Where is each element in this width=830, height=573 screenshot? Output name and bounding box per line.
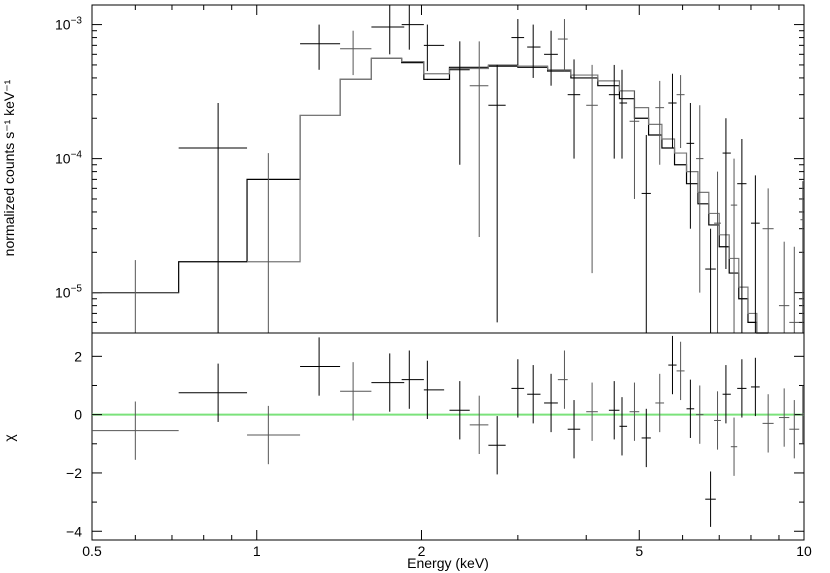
- data-point: [488, 64, 506, 323]
- residual-point: [469, 395, 489, 454]
- data-point: [750, 175, 760, 333]
- data-point: [92, 260, 179, 333]
- y-tick-label: 2: [74, 348, 82, 364]
- data-point: [544, 30, 558, 86]
- y-tick-label: 10−5: [55, 284, 82, 301]
- residual-point: [92, 401, 179, 460]
- data-point: [619, 69, 628, 159]
- y-tick-label: 10−4: [55, 150, 82, 167]
- x-axis-label: Energy (keV): [407, 555, 489, 571]
- residual-point: [789, 400, 800, 459]
- spectrum-frame: [91, 4, 805, 334]
- data-point: [586, 64, 598, 274]
- residual-point: [247, 405, 301, 465]
- data-point: [655, 80, 665, 165]
- data-point: [789, 246, 800, 333]
- residual-point: [641, 408, 651, 468]
- data-point: [668, 73, 677, 149]
- residual-point: [655, 373, 665, 433]
- residual-point: [449, 381, 470, 440]
- data-point: [178, 102, 248, 333]
- data-point: [300, 24, 341, 70]
- x-tick-label: 1: [253, 543, 261, 559]
- model-curve-2: [247, 57, 769, 334]
- residual-point: [629, 382, 640, 441]
- data-point: [696, 105, 704, 293]
- residual-point: [544, 373, 558, 433]
- data-point: [511, 19, 525, 65]
- x-tick-label: 2: [418, 543, 426, 559]
- data-point: [469, 41, 489, 238]
- data-point: [527, 24, 541, 78]
- data-point: [371, 5, 405, 55]
- residual-point: [800, 385, 804, 444]
- residual-point: [762, 394, 774, 453]
- data-point: [608, 64, 620, 159]
- bottom-y-axis-label: χ: [1, 434, 17, 442]
- residual-point: [567, 400, 581, 459]
- data-point: [686, 102, 695, 229]
- residual-point: [608, 381, 620, 440]
- model-curve-1: [92, 57, 769, 334]
- data-point: [714, 171, 721, 333]
- top-y-axis-label: normalized counts s⁻¹ keV⁻¹: [1, 79, 17, 256]
- residual-point: [300, 337, 341, 396]
- residual-point: [722, 365, 731, 424]
- y-tick-label: −2: [66, 465, 82, 481]
- data-point: [778, 241, 790, 333]
- y-tick-label: −4: [66, 523, 82, 539]
- residual-point: [676, 341, 685, 401]
- residual-point: [686, 379, 695, 438]
- residual-point: [778, 388, 790, 447]
- residual-point: [705, 471, 716, 527]
- data-point: [800, 181, 804, 333]
- data-point: [423, 24, 445, 72]
- residual-point: [696, 385, 704, 444]
- data-point: [705, 228, 716, 333]
- spectrum-panel: 10−5 10−4 10−3: [55, 4, 805, 334]
- residual-point: [619, 397, 628, 456]
- y-tick-label: 0: [74, 407, 82, 423]
- y-tick-label: 10−3: [55, 16, 82, 33]
- data-point: [730, 158, 738, 333]
- residual-point: [737, 359, 747, 418]
- residual-point: [340, 362, 372, 421]
- data-point: [762, 188, 774, 333]
- data-point: [722, 118, 731, 270]
- data-point: [557, 19, 568, 72]
- residual-point: [750, 357, 760, 417]
- data-point: [401, 5, 424, 50]
- residual-point: [488, 416, 506, 475]
- data-point: [629, 90, 640, 199]
- residual-frame: [91, 332, 805, 541]
- residual-point: [401, 350, 424, 409]
- data-point: [449, 41, 470, 165]
- residual-point: [527, 365, 541, 424]
- residual-point: [371, 353, 405, 412]
- x-tick-label: 0.5: [82, 543, 102, 559]
- x-tick-label: 5: [635, 543, 643, 559]
- data-point: [567, 59, 581, 159]
- residual-point: [511, 359, 525, 418]
- residual-point: [178, 363, 248, 422]
- data-point: [641, 135, 651, 333]
- residual-point: [423, 360, 445, 420]
- data-point: [247, 153, 301, 334]
- residual-point: [730, 417, 738, 476]
- data-point: [340, 30, 372, 76]
- residual-point: [557, 350, 568, 409]
- residual-point: [668, 335, 677, 395]
- x-tick-label: 10: [796, 543, 812, 559]
- residual-point: [714, 391, 721, 450]
- residual-panel: −4 −2 0 2 0.5 1 2 5 10: [66, 332, 812, 559]
- data-point: [737, 139, 747, 333]
- residual-point: [586, 382, 598, 441]
- data-point: [676, 75, 685, 149]
